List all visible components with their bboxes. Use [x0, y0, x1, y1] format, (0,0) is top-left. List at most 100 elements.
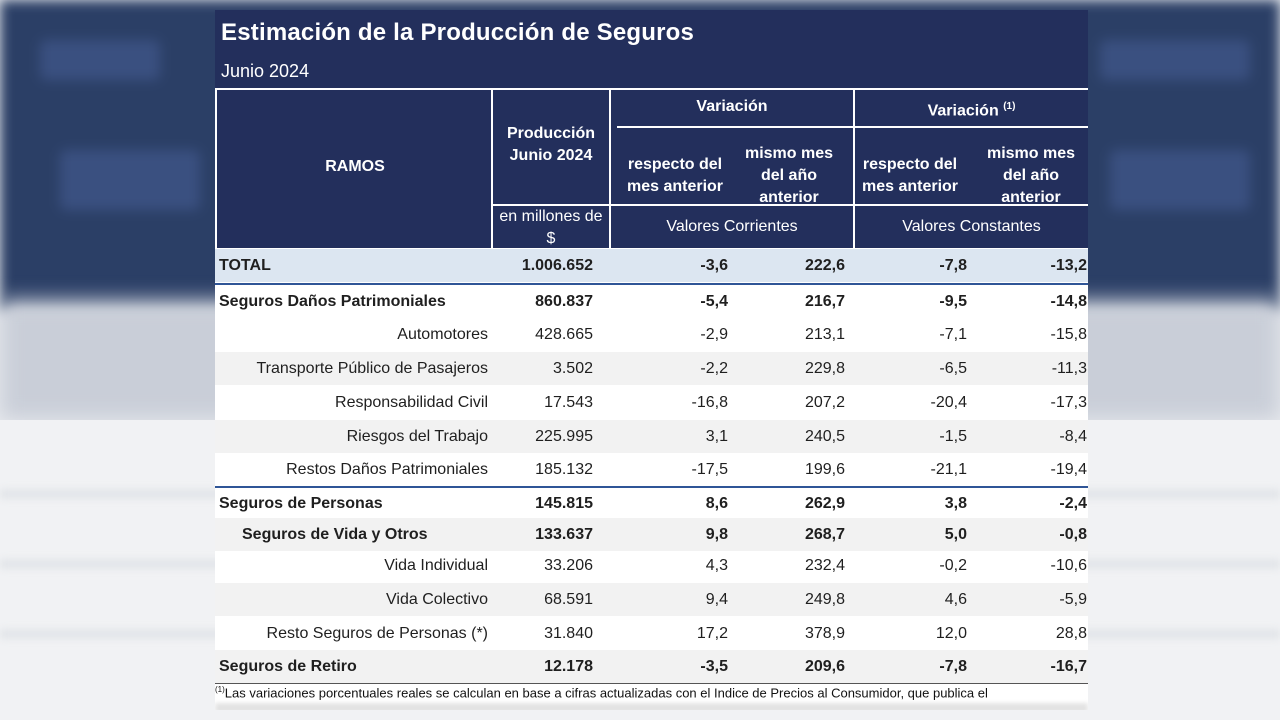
table-row-total: TOTAL 1.006.652 -3,6 222,6 -7,8 -13,2 [215, 249, 1088, 282]
row-name: Transporte Público de Pasajeros [256, 360, 488, 377]
row-var-month: 9,8 [705, 526, 728, 543]
row-var-year: 199,6 [804, 461, 845, 478]
row-production: 68.591 [544, 591, 593, 608]
row-var-month-real: -20,4 [930, 394, 967, 411]
row-var-year: 216,7 [804, 293, 845, 310]
row-var-year-real: -10,6 [1050, 557, 1087, 574]
background-blob [1110, 150, 1250, 210]
title-block: Estimación de la Producción de Seguros J… [215, 10, 1088, 88]
row-var-month: 9,4 [705, 591, 728, 608]
header-variacion-footnote-mark: (1) [1003, 101, 1016, 112]
table-title: Estimación de la Producción de Seguros [221, 19, 695, 46]
header-subline [493, 204, 1088, 206]
row-name: TOTAL [219, 257, 271, 274]
row-var-year-real: -8,4 [1059, 428, 1087, 445]
header-unidad-line2: $ [546, 230, 556, 247]
row-var-month: 4,3 [705, 557, 728, 574]
header-subline [617, 126, 853, 128]
header-mismo-line1: mismo mes [986, 145, 1076, 162]
header-left-border [215, 88, 217, 248]
row-var-year: 240,5 [804, 428, 845, 445]
header-mismo-corrientes: mismo mes del año anterior [733, 143, 845, 209]
header-top-line [215, 88, 1088, 90]
background-blob [40, 40, 160, 80]
row-var-year-real: -14,8 [1050, 293, 1087, 310]
header-mismo-constantes: mismo mes del año anterior [975, 143, 1087, 209]
row-var-month-real: -7,8 [939, 257, 967, 274]
header-produccion-line2: Junio 2024 [509, 147, 593, 164]
row-production: 145.815 [535, 495, 593, 512]
table-row: Automotores 428.665 -2,9 213,1 -7,1 -15,… [215, 318, 1088, 351]
table-row: Riesgos del Trabajo 225.995 3,1 240,5 -1… [215, 420, 1088, 453]
footnote-text: Las variaciones porcentuales reales se c… [224, 685, 988, 701]
row-var-year-real: 28,8 [1055, 625, 1087, 642]
row-var-month-real: -0,2 [939, 557, 967, 574]
table-row: Seguros de Personas 145.815 8,6 262,9 3,… [215, 487, 1088, 520]
row-var-month-real: -7,1 [939, 326, 967, 343]
row-production: 185.132 [535, 461, 593, 478]
row-name: Automotores [397, 326, 488, 343]
row-var-year: 232,4 [804, 557, 845, 574]
row-name: Riesgos del Trabajo [346, 428, 488, 445]
table-row: Seguros de Retiro 12.178 -3,5 209,6 -7,8… [215, 650, 1088, 683]
row-var-year-real: -19,4 [1050, 461, 1087, 478]
header-respecto-corrientes: respecto del mes anterior [613, 154, 737, 198]
row-var-year-real: -11,3 [1051, 360, 1087, 377]
row-production: 33.206 [544, 557, 593, 574]
row-var-month-real: 12,0 [935, 625, 967, 642]
row-name: Restos Daños Patrimoniales [286, 461, 488, 478]
footer-separator [215, 683, 1088, 684]
row-var-month-real: -21,1 [930, 461, 967, 478]
row-var-year: 262,9 [804, 495, 845, 512]
row-var-month: -3,6 [700, 257, 728, 274]
row-var-year: 378,9 [804, 625, 845, 642]
header-respecto-line1: respecto del [862, 156, 958, 173]
row-var-year: 209,6 [804, 658, 845, 675]
row-production: 12.178 [544, 658, 593, 675]
row-var-month: -5,4 [700, 293, 728, 310]
row-name: Vida Colectivo [386, 591, 488, 608]
row-var-month-real: 3,8 [944, 495, 967, 512]
row-var-year: 213,1 [804, 326, 845, 343]
table-row: Vida Colectivo 68.591 9,4 249,8 4,6 -5,9 [215, 583, 1088, 616]
header-produccion: Producción Junio 2024 [493, 123, 609, 167]
row-var-year-real: -0,8 [1059, 526, 1087, 543]
section-separator [215, 486, 1088, 488]
header-divider [609, 88, 611, 248]
row-name: Seguros de Vida y Otros [242, 526, 428, 543]
row-production: 133.637 [535, 526, 593, 543]
header-mismo-line2: del año [760, 167, 817, 184]
table-row: Responsabilidad Civil 17.543 -16,8 207,2… [215, 386, 1088, 419]
background-blob [60, 150, 200, 210]
row-var-month: 8,6 [705, 495, 728, 512]
row-var-year: 268,7 [804, 526, 845, 543]
header-respecto-constantes: respecto del mes anterior [851, 154, 969, 198]
row-production: 1.006.652 [521, 257, 593, 274]
row-var-year: 249,8 [804, 591, 845, 608]
table-row: Seguros de Vida y Otros 133.637 9,8 268,… [215, 518, 1088, 551]
section-separator [215, 283, 1088, 285]
row-var-month: 3,1 [705, 428, 728, 445]
header-valores-corrientes: Valores Corrientes [666, 218, 798, 235]
row-var-year-real: -17,3 [1050, 394, 1087, 411]
footnote-cut-off [215, 703, 1088, 710]
row-name: Resto Seguros de Personas (*) [266, 625, 488, 642]
row-name: Vida Individual [384, 557, 488, 574]
table-row: Restos Daños Patrimoniales 185.132 -17,5… [215, 453, 1088, 486]
header-respecto-line1: respecto del [627, 156, 723, 173]
row-production: 3.502 [552, 360, 593, 377]
row-var-year: 222,6 [804, 257, 845, 274]
row-var-month: -16,8 [691, 394, 728, 411]
row-var-year-real: -15,8 [1050, 326, 1087, 343]
row-var-month: -17,5 [691, 461, 728, 478]
row-var-year-real: -16,7 [1050, 658, 1087, 675]
row-production: 17.543 [544, 394, 593, 411]
header-respecto-line2: mes anterior [861, 178, 959, 195]
row-name: Responsabilidad Civil [335, 394, 488, 411]
table-row: Seguros Daños Patrimoniales 860.837 -5,4… [215, 285, 1088, 318]
row-production: 31.840 [544, 625, 593, 642]
row-production: 225.995 [535, 428, 593, 445]
row-production: 428.665 [535, 326, 593, 343]
header-mismo-line2: del año [1002, 167, 1059, 184]
row-var-month: -2,2 [700, 360, 728, 377]
